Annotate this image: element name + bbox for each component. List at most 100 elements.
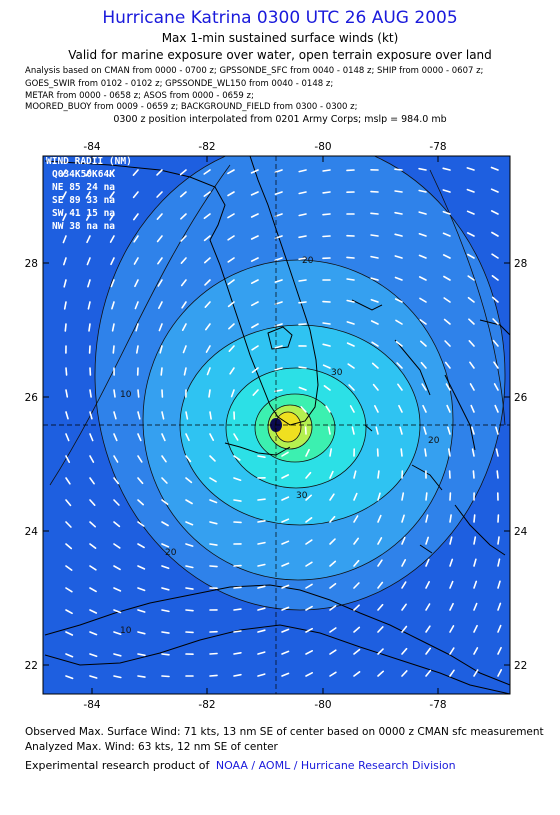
wind-barb bbox=[491, 231, 499, 237]
wind-barb bbox=[65, 675, 74, 680]
wind-barb bbox=[394, 276, 403, 281]
wind-barb bbox=[298, 191, 307, 195]
y-tick-marks bbox=[43, 262, 510, 666]
wind-barb bbox=[281, 650, 290, 655]
wind-barb bbox=[233, 608, 242, 611]
wind-barb bbox=[377, 492, 381, 501]
wind-barb bbox=[305, 605, 313, 611]
wind-barb bbox=[65, 433, 70, 442]
wind-barb bbox=[322, 213, 331, 216]
contour-label: 20 bbox=[302, 256, 314, 266]
r34: 85 bbox=[69, 182, 81, 193]
wind-barb bbox=[281, 672, 290, 677]
wind-barb bbox=[353, 626, 361, 633]
wind-barb bbox=[443, 297, 451, 303]
wind-barb bbox=[230, 389, 235, 398]
wind-barb bbox=[281, 496, 290, 501]
wind-barb bbox=[473, 580, 478, 589]
wind-barb bbox=[86, 235, 91, 244]
wind-barb bbox=[322, 322, 331, 325]
wind-barb bbox=[209, 521, 218, 525]
wind-barb bbox=[325, 405, 331, 413]
wind-barb bbox=[209, 477, 217, 483]
wind-barb bbox=[251, 323, 259, 329]
wind-barb bbox=[89, 411, 93, 420]
wind-barb bbox=[471, 426, 475, 435]
wind-barb bbox=[179, 169, 187, 176]
wind-barb bbox=[209, 652, 218, 655]
wind-barb bbox=[497, 624, 502, 633]
wind-barb bbox=[370, 212, 379, 215]
wind-barb bbox=[473, 647, 479, 655]
wind-barb bbox=[298, 386, 307, 391]
wind-barb bbox=[466, 210, 475, 215]
wind-barb bbox=[205, 323, 211, 331]
y-tick-label-right: 22 bbox=[514, 660, 527, 672]
wind-barb bbox=[370, 255, 379, 259]
wind-barb bbox=[113, 631, 122, 636]
wind-barb bbox=[305, 448, 310, 457]
wind-barb bbox=[281, 606, 290, 611]
quadrant: SW bbox=[52, 208, 64, 219]
wind-barb bbox=[274, 169, 283, 174]
wind-barb bbox=[394, 233, 403, 237]
wind-barb bbox=[257, 629, 266, 633]
wind-barb bbox=[157, 279, 163, 287]
wind-barb bbox=[442, 189, 451, 193]
analyzed-max-wind: Analyzed Max. Wind: 63 kts, 12 nm SE of … bbox=[25, 741, 278, 753]
wind-barb bbox=[89, 675, 98, 679]
analysis-sources-line-3: METAR from 0000 - 0658 z; ASOS from 0000… bbox=[25, 91, 254, 101]
x-tick-label-top: -82 bbox=[198, 141, 215, 153]
wind-barb bbox=[274, 367, 283, 371]
wind-barb bbox=[111, 323, 115, 332]
wind-barb bbox=[257, 651, 266, 655]
r34: 89 bbox=[69, 195, 81, 206]
wind-barb bbox=[113, 455, 119, 463]
wind-barb bbox=[85, 191, 91, 199]
florida-keys bbox=[224, 442, 291, 456]
wind-barb bbox=[446, 404, 451, 413]
wind-barb bbox=[65, 653, 74, 658]
wind-barb bbox=[87, 279, 91, 288]
wind-barb bbox=[370, 277, 379, 281]
wind-barb bbox=[449, 602, 454, 611]
wind-barb bbox=[329, 493, 335, 501]
wind-barb bbox=[137, 411, 141, 420]
wind-barb bbox=[449, 536, 453, 545]
wind-barb bbox=[419, 319, 427, 325]
wind-barb bbox=[399, 426, 403, 435]
wind-barb bbox=[377, 470, 380, 479]
wind-barb bbox=[298, 169, 307, 173]
wind-barb bbox=[89, 653, 98, 658]
wind-barb bbox=[353, 515, 359, 523]
wind-barb bbox=[329, 515, 336, 523]
wind-barb bbox=[490, 188, 499, 193]
wind-barb bbox=[371, 341, 379, 347]
contour-label: 10 bbox=[120, 390, 132, 400]
hrd-link[interactable]: NOAA / AOML / Hurricane Research Divisio… bbox=[215, 759, 456, 772]
wind-barb bbox=[298, 213, 307, 217]
cuba-coastline bbox=[44, 584, 510, 694]
wind-barb bbox=[257, 585, 266, 589]
r34: 38 bbox=[69, 221, 81, 232]
wind-barb bbox=[349, 405, 355, 413]
wind-barb bbox=[161, 565, 170, 570]
wind-barb bbox=[425, 647, 432, 655]
wind-barb bbox=[281, 451, 289, 457]
wind-barb bbox=[442, 232, 451, 237]
wind-barb bbox=[113, 565, 121, 571]
r50: 33 bbox=[86, 195, 98, 206]
wind-barb bbox=[473, 669, 479, 677]
wind-barb bbox=[132, 169, 139, 177]
wind-barb bbox=[227, 235, 235, 241]
wind-barb bbox=[251, 301, 259, 307]
wind-barb bbox=[442, 167, 451, 171]
wind-barb bbox=[65, 609, 73, 615]
wind-barb bbox=[132, 191, 139, 199]
wind-barb bbox=[395, 319, 403, 325]
wind-barb bbox=[396, 362, 403, 369]
wind-barb bbox=[185, 499, 193, 505]
wind-barb bbox=[227, 279, 235, 285]
wind-barb bbox=[305, 649, 314, 655]
wind-barb bbox=[89, 587, 97, 593]
